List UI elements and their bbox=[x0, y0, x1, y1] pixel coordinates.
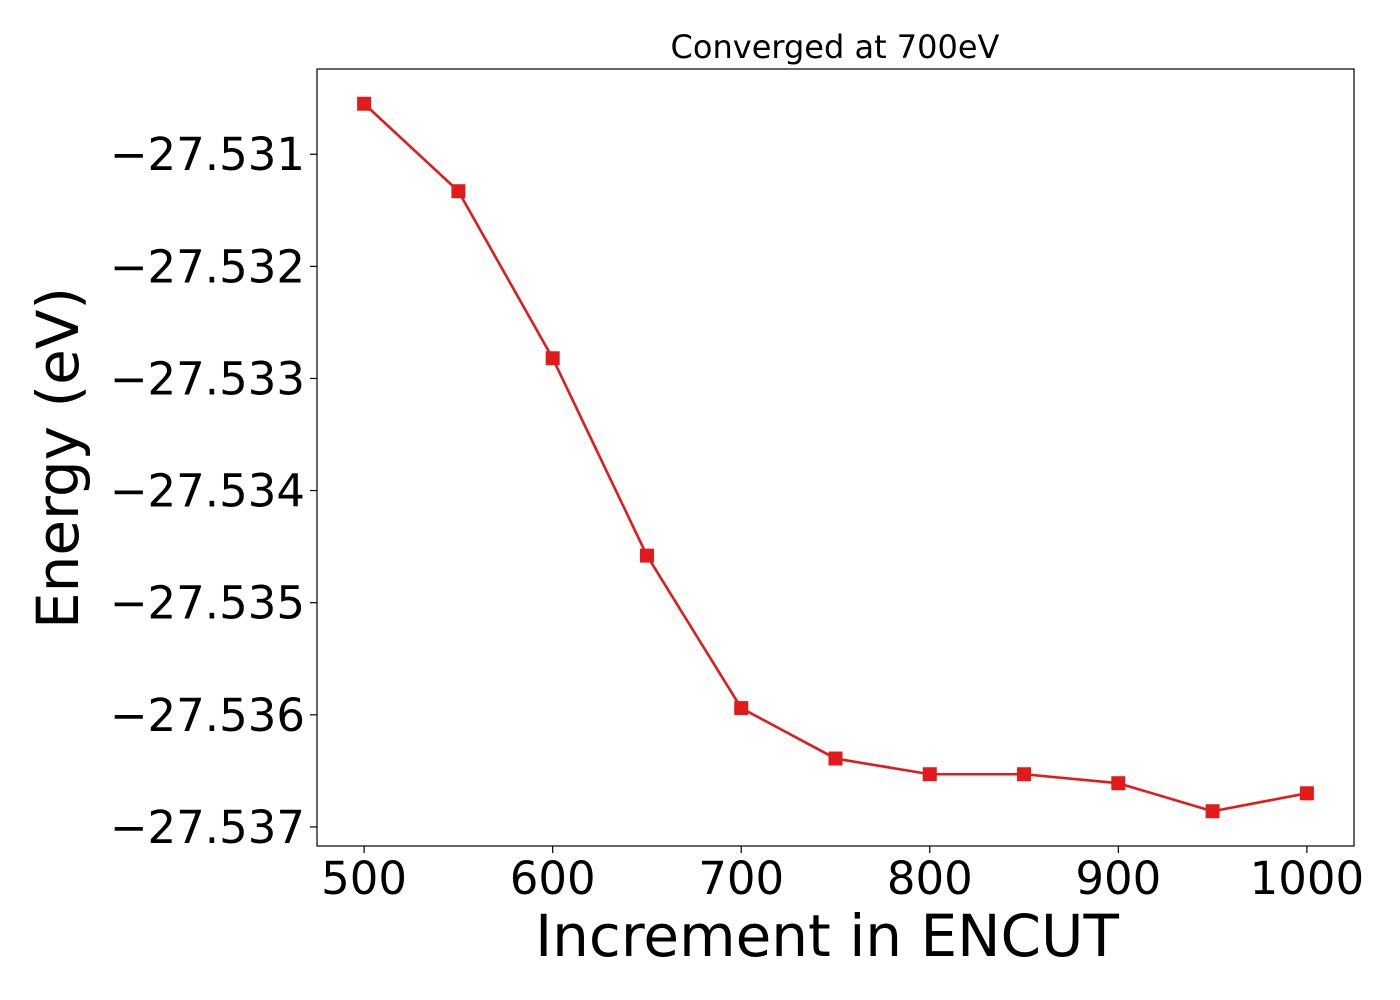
y-tick-label: −27.532 bbox=[110, 240, 305, 293]
data-point-marker bbox=[734, 701, 749, 716]
plot-area bbox=[357, 96, 1314, 819]
chart-title: Converged at 700eV bbox=[671, 28, 1000, 66]
y-tick-label: −27.534 bbox=[110, 465, 305, 518]
y-tick-label: −27.536 bbox=[110, 689, 305, 742]
x-tick-label: 900 bbox=[1075, 852, 1161, 905]
data-point-marker bbox=[922, 767, 937, 782]
data-point-marker bbox=[357, 96, 372, 111]
data-point-marker bbox=[451, 184, 466, 199]
y-tick-label: −27.533 bbox=[110, 352, 305, 405]
x-tick-label: 600 bbox=[510, 852, 596, 905]
data-point-marker bbox=[828, 751, 843, 766]
data-point-marker bbox=[1205, 804, 1220, 819]
x-tick-label: 500 bbox=[321, 852, 407, 905]
data-point-marker bbox=[1299, 786, 1314, 801]
y-axis-label: Energy (eV) bbox=[24, 287, 92, 629]
data-point-marker bbox=[1111, 776, 1126, 791]
x-tick-label: 800 bbox=[887, 852, 973, 905]
y-tick-label: −27.537 bbox=[110, 801, 305, 854]
x-axis-ticks: 500 600 700 800 900 1000 bbox=[321, 846, 1364, 905]
axes-frame bbox=[316, 68, 1355, 847]
data-point-marker bbox=[639, 548, 654, 563]
x-tick-label: 1000 bbox=[1250, 852, 1365, 905]
x-tick-label: 700 bbox=[698, 852, 784, 905]
data-point-marker bbox=[545, 351, 560, 366]
data-point-marker bbox=[1017, 767, 1032, 782]
y-tick-label: −27.535 bbox=[110, 577, 305, 630]
y-tick-label: −27.531 bbox=[110, 128, 305, 181]
x-axis-label: Increment in ENCUT bbox=[535, 902, 1119, 970]
y-axis-ticks: −27.531 −27.532 −27.533 −27.534 −27.535 −27.5… bbox=[110, 128, 317, 854]
